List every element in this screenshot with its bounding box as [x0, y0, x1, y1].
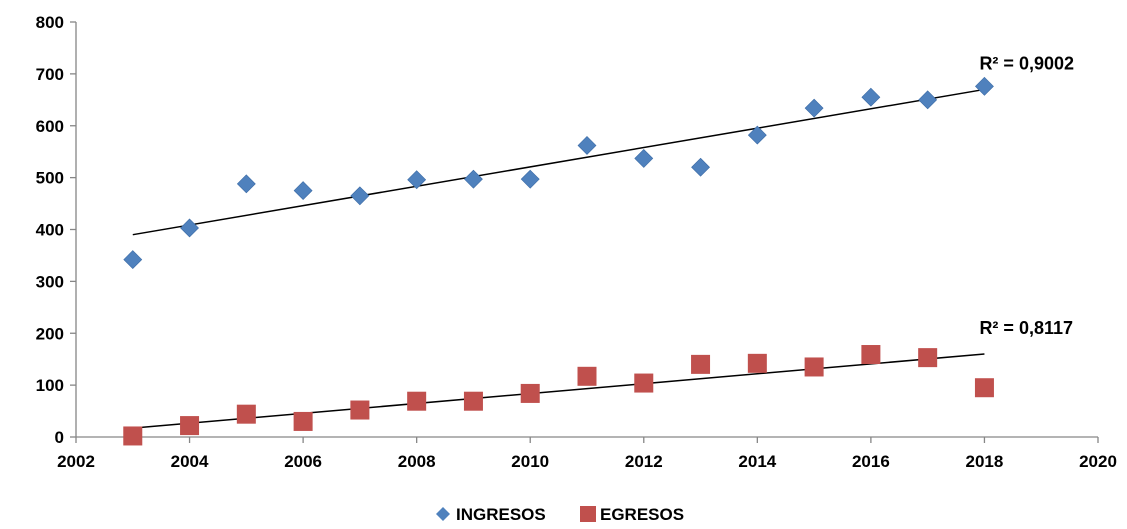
- data-points: [123, 76, 994, 446]
- data-point-egresos: [350, 400, 370, 420]
- data-point-egresos: [236, 404, 256, 424]
- data-point-egresos: [577, 366, 597, 386]
- trendline-egresos: [132, 353, 985, 429]
- legend-marker-ingresos: [436, 507, 450, 521]
- x-tick-label: 2018: [966, 452, 1004, 471]
- data-point-ingresos: [804, 98, 824, 118]
- data-point-egresos: [974, 378, 994, 398]
- x-tick-label: 2012: [625, 452, 663, 471]
- data-point-egresos: [691, 354, 711, 374]
- data-point-ingresos: [464, 169, 483, 189]
- data-point-ingresos: [236, 174, 256, 194]
- x-tick-label: 2006: [284, 452, 322, 471]
- y-tick-label: 800: [36, 13, 64, 32]
- y-tick-label: 200: [36, 324, 64, 343]
- data-point-egresos: [123, 426, 143, 446]
- data-point-ingresos: [407, 170, 427, 190]
- data-point-ingresos: [123, 250, 143, 270]
- y-tick-label: 500: [36, 169, 64, 188]
- trendline-ingresos: [132, 88, 985, 236]
- data-point-ingresos: [634, 149, 654, 168]
- data-point-egresos: [520, 383, 540, 403]
- data-point-egresos: [293, 411, 313, 431]
- x-tick-label: 2002: [57, 452, 95, 471]
- data-point-ingresos: [520, 169, 540, 189]
- data-point-ingresos: [747, 125, 767, 145]
- x-tick-label: 2020: [1079, 452, 1117, 471]
- x-tick-label: 2016: [852, 452, 890, 471]
- data-point-egresos: [747, 353, 767, 373]
- data-point-ingresos: [577, 136, 597, 155]
- data-point-egresos: [634, 373, 654, 393]
- x-tick-label: 2008: [398, 452, 436, 471]
- r2-label-egresos: R² = 0,8117: [979, 318, 1073, 338]
- data-point-ingresos: [293, 181, 313, 201]
- trendlines: [132, 88, 985, 429]
- annotations: R² = 0,9002 R² = 0,8117: [979, 53, 1074, 338]
- y-tick-label: 400: [36, 221, 64, 240]
- data-point-egresos: [463, 391, 483, 411]
- y-tick-label: 0: [55, 428, 64, 447]
- axes: 0 100 200 300 400 500 600 700 800 2002 2004 2006 200…: [36, 13, 1117, 471]
- data-point-ingresos: [180, 218, 199, 238]
- data-point-ingresos: [975, 76, 994, 96]
- data-point-egresos: [804, 357, 824, 377]
- legend-label-ingresos: INGRESOS: [456, 505, 546, 524]
- x-tick-label: 2010: [511, 452, 549, 471]
- data-point-ingresos: [350, 186, 370, 206]
- data-point-ingresos: [691, 157, 710, 177]
- y-tick-label: 600: [36, 117, 64, 136]
- x-tick-label: 2014: [738, 452, 776, 471]
- data-point-ingresos: [861, 87, 881, 107]
- y-tick-label: 100: [36, 376, 64, 395]
- data-point-egresos: [407, 391, 427, 411]
- r2-label-ingresos: R² = 0,9002: [979, 53, 1074, 73]
- legend-marker-egresos: [580, 506, 596, 522]
- data-point-ingresos: [918, 90, 938, 110]
- data-point-egresos: [861, 345, 881, 365]
- data-point-egresos: [918, 348, 938, 368]
- x-tick-label: 2004: [171, 452, 209, 471]
- y-tick-label: 300: [36, 272, 64, 291]
- legend: INGRESOS EGRESOS: [436, 505, 684, 524]
- data-point-egresos: [180, 416, 200, 436]
- y-tick-label: 700: [36, 65, 64, 84]
- legend-label-egresos: EGRESOS: [600, 505, 684, 524]
